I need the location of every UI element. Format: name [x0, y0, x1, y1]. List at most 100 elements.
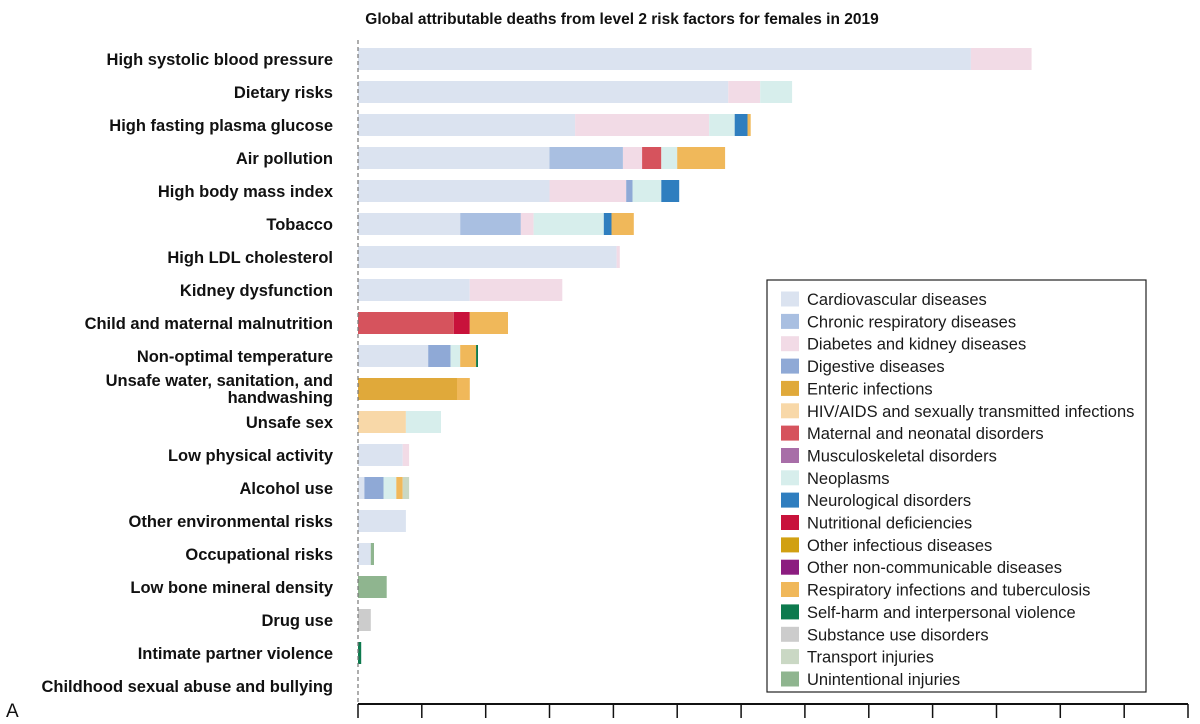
legend-swatch — [781, 649, 799, 665]
bar-segment — [358, 147, 550, 169]
category-label-line: Unsafe water, sanitation, and — [106, 372, 333, 390]
legend-swatch — [781, 403, 799, 419]
category-label: Drug use — [261, 612, 333, 630]
category-labels: High systolic blood pressure Dietary risk… — [41, 51, 333, 696]
bar-segment — [358, 246, 617, 268]
bar-segment — [358, 213, 461, 235]
legend-label: Transport injuries — [807, 649, 934, 667]
legend-label: Other non-communicable diseases — [807, 559, 1062, 577]
legend-label: Respiratory infections and tuberculosis — [807, 582, 1090, 600]
category-label: Intimate partner violence — [138, 645, 333, 663]
category-label-line: High fasting plasma glucose — [109, 117, 333, 135]
category-label: Air pollution — [236, 150, 333, 168]
legend-label: Other infectious diseases — [807, 537, 992, 555]
axes — [357, 40, 1189, 718]
bar-segment — [734, 114, 748, 136]
legend-label: Chronic respiratory diseases — [807, 313, 1016, 331]
legend-swatch — [781, 448, 799, 463]
bar-segment — [358, 444, 403, 466]
bar-segment — [533, 213, 604, 235]
legend-swatch — [781, 291, 799, 307]
category-label-line: Low bone mineral density — [130, 579, 333, 597]
category-label-line: Low physical activity — [168, 447, 334, 465]
legend-swatch — [781, 470, 799, 486]
bar-segment — [603, 213, 612, 235]
bar-segment — [402, 477, 410, 499]
legend-swatch — [781, 313, 799, 329]
legend-label: Neoplasms — [807, 470, 890, 488]
category-label: Other environmental risks — [129, 513, 334, 531]
category-label: High fasting plasma glucose — [109, 117, 333, 135]
bar-segment — [358, 180, 550, 202]
bar-segment — [611, 213, 634, 235]
legend-swatch — [781, 626, 799, 642]
category-label-line: Unsafe sex — [246, 414, 334, 432]
legend-swatch — [781, 582, 799, 597]
category-label-line: Air pollution — [236, 150, 333, 168]
legend-swatch — [781, 425, 799, 441]
legend-swatch — [781, 671, 799, 687]
bar-segment — [358, 312, 454, 334]
bar-segment — [677, 147, 726, 169]
bar-segment — [642, 147, 662, 169]
category-label-line: Dietary risks — [234, 84, 333, 102]
bar-segment — [469, 279, 563, 301]
bar-segment — [364, 477, 384, 499]
legend-label: Digestive diseases — [807, 358, 945, 376]
legend-label: Substance use disorders — [807, 626, 989, 644]
bar-segment — [428, 345, 451, 367]
bar-segment — [453, 312, 470, 334]
category-label-line: Other environmental risks — [129, 513, 334, 531]
bar-segment — [616, 246, 620, 268]
bar-segment — [358, 378, 457, 400]
category-label: Unsafe water, sanitation, and handwashing — [106, 372, 333, 407]
legend-swatch — [781, 559, 799, 575]
category-label: Unsafe sex — [246, 414, 334, 432]
bar-segment — [709, 114, 735, 136]
bar-segment — [549, 147, 623, 169]
bar-segment — [549, 180, 627, 202]
category-label-line: Kidney dysfunction — [180, 282, 333, 300]
category-label: Tobacco — [266, 216, 333, 234]
bar-segment — [626, 180, 633, 202]
legend-label: Enteric infections — [807, 380, 933, 398]
legend-swatch — [781, 537, 799, 553]
bar-segment — [358, 510, 406, 532]
category-label: Alcohol use — [239, 480, 333, 498]
legend-swatch — [781, 358, 799, 374]
bar-segment — [760, 81, 793, 103]
bar-segment — [358, 81, 729, 103]
bar-segment — [402, 444, 410, 466]
bar-segment — [460, 345, 477, 367]
bar-segment — [575, 114, 710, 136]
legend-frame — [766, 279, 1147, 693]
category-label-line: High LDL cholesterol — [167, 249, 333, 267]
bar-segment — [396, 477, 403, 499]
bar-segment — [469, 312, 508, 334]
bar-segment — [358, 543, 371, 565]
category-label: Child and maternal malnutrition — [85, 315, 333, 333]
category-label-line: Alcohol use — [239, 480, 333, 498]
category-label: Occupational risks — [185, 546, 333, 564]
legend-label: Cardiovascular diseases — [807, 291, 987, 309]
panel-label: A — [6, 701, 19, 722]
bar-segment — [358, 279, 470, 301]
chart-title: Global attributable deaths from level 2 … — [365, 11, 879, 28]
bar-segment — [358, 114, 576, 136]
category-label: High systolic blood pressure — [107, 51, 333, 69]
category-label: Dietary risks — [234, 84, 333, 102]
category-label-line: Childhood sexual abuse and bullying — [41, 678, 333, 696]
bar-layer — [358, 48, 1032, 664]
legend-label: Diabetes and kidney diseases — [807, 336, 1026, 354]
category-label: Childhood sexual abuse and bullying — [41, 678, 333, 696]
category-label: Low bone mineral density — [130, 579, 333, 597]
bar-segment — [520, 213, 534, 235]
bar-segment — [450, 345, 461, 367]
bar-segment — [747, 114, 751, 136]
category-label-line: Child and maternal malnutrition — [85, 315, 333, 333]
bar-segment — [476, 345, 478, 367]
category-label: Non-optimal temperature — [137, 348, 333, 366]
legend-label: Maternal and neonatal disorders — [807, 425, 1044, 443]
category-label: Kidney dysfunction — [180, 282, 333, 300]
